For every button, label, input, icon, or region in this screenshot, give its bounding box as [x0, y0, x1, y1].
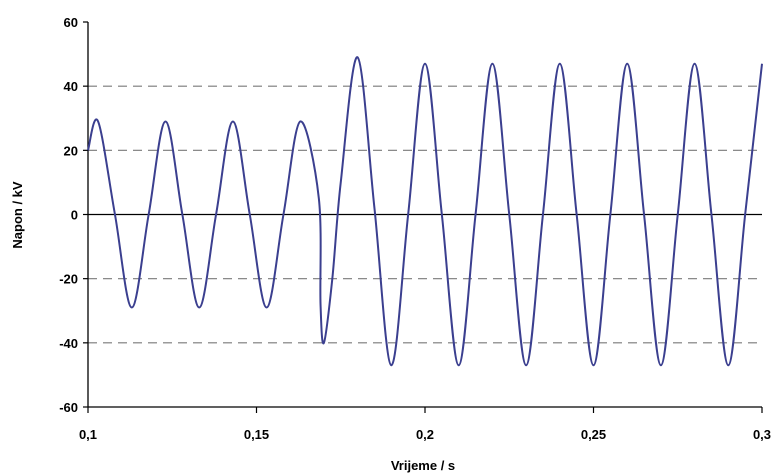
y-tick-label: 20 [64, 143, 78, 158]
y-tick-label: -20 [59, 272, 78, 287]
tick-labels: -60 -40 -20 0 20 40 60 0,1 0,15 0,2 0,25 0,3 [59, 15, 771, 442]
axes [83, 21, 763, 413]
x-tick-label: 0,1 [79, 427, 97, 442]
y-tick-label: -40 [59, 336, 78, 351]
x-tick-label: 0,25 [581, 427, 606, 442]
x-tick-label: 0,3 [753, 427, 771, 442]
x-axis-label: Vrijeme / s [391, 458, 455, 473]
y-tick-label: -60 [59, 400, 78, 415]
series-line [87, 56, 763, 367]
x-tick-label: 0,2 [416, 427, 434, 442]
y-tick-label: 0 [71, 208, 78, 223]
y-tick-label: 60 [64, 15, 78, 30]
y-tick-label: 40 [64, 79, 78, 94]
x-tick-label: 0,15 [244, 427, 269, 442]
y-axis-label: Napon / kV [10, 181, 25, 249]
